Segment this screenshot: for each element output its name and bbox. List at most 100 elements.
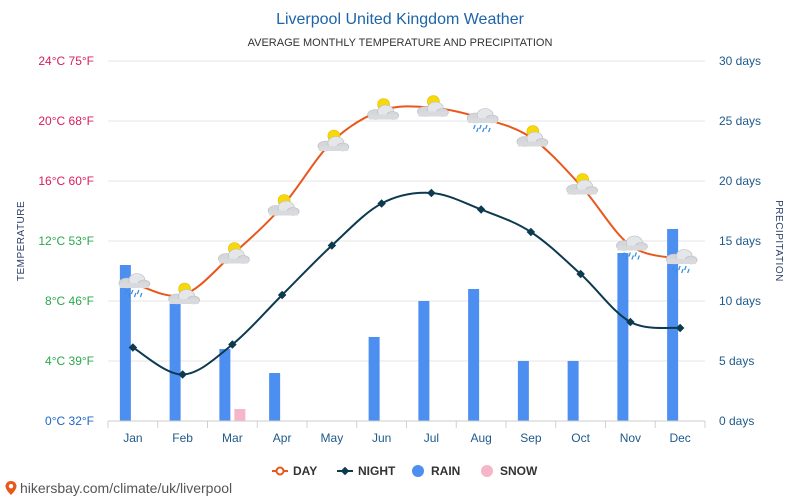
y-tick-label-right: 15 days bbox=[719, 234, 761, 248]
rain-bar bbox=[617, 253, 629, 421]
x-tick-label: Jan bbox=[123, 431, 142, 445]
rain-drop bbox=[675, 268, 678, 274]
legend-marker bbox=[275, 466, 285, 476]
night-point bbox=[626, 317, 635, 327]
left-axis-label: TEMPERATURE bbox=[16, 201, 27, 281]
x-tick-label: Apr bbox=[273, 431, 292, 445]
legend-item-rain: RAIN bbox=[412, 464, 460, 478]
legend-label: DAY bbox=[293, 464, 317, 478]
cloud-part bbox=[468, 118, 498, 123]
night-line bbox=[132, 191, 681, 376]
x-tick-label: Jun bbox=[372, 431, 391, 445]
axes: 0°C 32°F 4°C 39°F 8°C 46°F 12°C 53°F 16°C 60… bbox=[38, 54, 761, 445]
rain-drop bbox=[631, 255, 634, 260]
day-line bbox=[132, 105, 681, 297]
cloud-part bbox=[617, 245, 647, 251]
rain-drop bbox=[634, 252, 637, 257]
rain-bar bbox=[468, 289, 480, 421]
legend-item-snow: SNOW bbox=[481, 464, 538, 478]
legend-label: RAIN bbox=[431, 464, 460, 478]
legend-label: NIGHT bbox=[358, 464, 396, 478]
night-point bbox=[576, 269, 585, 279]
x-tick-label: Nov bbox=[620, 431, 641, 445]
y-tick-label-right: 0 days bbox=[719, 414, 754, 428]
source-text[interactable]: hikersbay.com/climate/uk/liverpool bbox=[20, 480, 233, 496]
rain-drop bbox=[678, 265, 681, 271]
x-tick-label: May bbox=[321, 431, 344, 445]
x-tick-label: Feb bbox=[172, 431, 193, 445]
snow-bar bbox=[234, 409, 246, 421]
rain-drop bbox=[482, 127, 485, 133]
y-tick-label-left: 20°C 68°F bbox=[38, 114, 94, 128]
cloud-part bbox=[169, 299, 199, 304]
night-point bbox=[675, 323, 685, 333]
x-tick-label: Jul bbox=[424, 431, 439, 445]
sun-cloud-icon bbox=[168, 282, 200, 305]
x-tick-label: Dec bbox=[669, 431, 690, 445]
cloud-part bbox=[219, 258, 249, 264]
bars bbox=[119, 229, 679, 421]
x-tick-label: Sep bbox=[520, 431, 542, 445]
sun-cloud-icon bbox=[417, 95, 449, 117]
y-tick-label-right: 10 days bbox=[719, 294, 761, 308]
weather-icons bbox=[118, 95, 698, 305]
rain-drop bbox=[488, 127, 491, 133]
y-tick-label-left: 24°C 75°F bbox=[38, 54, 94, 68]
y-tick-label-left: 16°C 60°F bbox=[38, 174, 94, 188]
night-point bbox=[228, 340, 237, 349]
y-tick-label-left: 0°C 32°F bbox=[45, 414, 94, 428]
rain-drop bbox=[136, 289, 140, 295]
legend-item-night: NIGHT bbox=[337, 464, 396, 478]
night-point bbox=[476, 205, 486, 214]
rain-cloud-icon bbox=[616, 235, 648, 260]
rain-bar bbox=[517, 361, 529, 421]
rain-drop bbox=[625, 255, 628, 260]
lines bbox=[128, 105, 685, 379]
rain-drop bbox=[672, 265, 675, 271]
night-point bbox=[377, 199, 386, 208]
rain-cloud-icon bbox=[665, 249, 698, 274]
sun-cloud-icon bbox=[218, 242, 250, 264]
rain-drop bbox=[687, 268, 690, 274]
rain-drop bbox=[476, 127, 479, 133]
rain-bar bbox=[667, 229, 679, 421]
cloud-part bbox=[119, 283, 149, 288]
y-tick-label-right: 25 days bbox=[719, 114, 761, 128]
rain-bar bbox=[119, 265, 131, 421]
legend-marker bbox=[412, 465, 424, 477]
night-point bbox=[427, 188, 436, 198]
source-credit[interactable]: hikersbay.com/climate/uk/liverpool bbox=[4, 480, 232, 496]
rain-drop bbox=[124, 289, 128, 295]
rain-bar bbox=[567, 361, 579, 421]
rain-bar bbox=[418, 301, 430, 421]
cloud-part bbox=[667, 259, 697, 264]
cloud-part bbox=[567, 189, 597, 195]
rain-drop bbox=[637, 255, 640, 260]
night-point bbox=[327, 241, 337, 250]
rain-drop bbox=[684, 265, 687, 271]
sun-cloud-icon bbox=[267, 194, 300, 216]
rain-drop bbox=[479, 124, 482, 130]
legend-item-day: DAY bbox=[272, 464, 317, 478]
rain-drop bbox=[485, 124, 488, 130]
y-tick-label-left: 12°C 53°F bbox=[38, 234, 94, 248]
legend-label: SNOW bbox=[500, 464, 538, 478]
y-tick-label-right: 30 days bbox=[719, 54, 761, 68]
x-tick-label: Oct bbox=[571, 431, 590, 445]
rain-bar bbox=[169, 301, 181, 421]
cloud-part bbox=[368, 114, 398, 120]
x-tick-label: Aug bbox=[470, 431, 491, 445]
rain-drop bbox=[681, 268, 684, 274]
sun-cloud-icon bbox=[317, 129, 350, 152]
legend-marker bbox=[481, 465, 493, 477]
chart-subtitle: AVERAGE MONTHLY TEMPERATURE AND PRECIPIT… bbox=[248, 37, 553, 49]
night-point bbox=[178, 370, 187, 379]
legend-marker bbox=[340, 466, 350, 476]
sun-cloud-icon bbox=[367, 98, 399, 120]
y-tick-label-right: 20 days bbox=[719, 174, 761, 188]
y-tick-label-left: 4°C 39°F bbox=[45, 354, 94, 368]
sun-cloud-icon bbox=[516, 125, 549, 147]
rain-cloud-icon bbox=[466, 108, 499, 133]
cloud-part bbox=[517, 141, 547, 147]
